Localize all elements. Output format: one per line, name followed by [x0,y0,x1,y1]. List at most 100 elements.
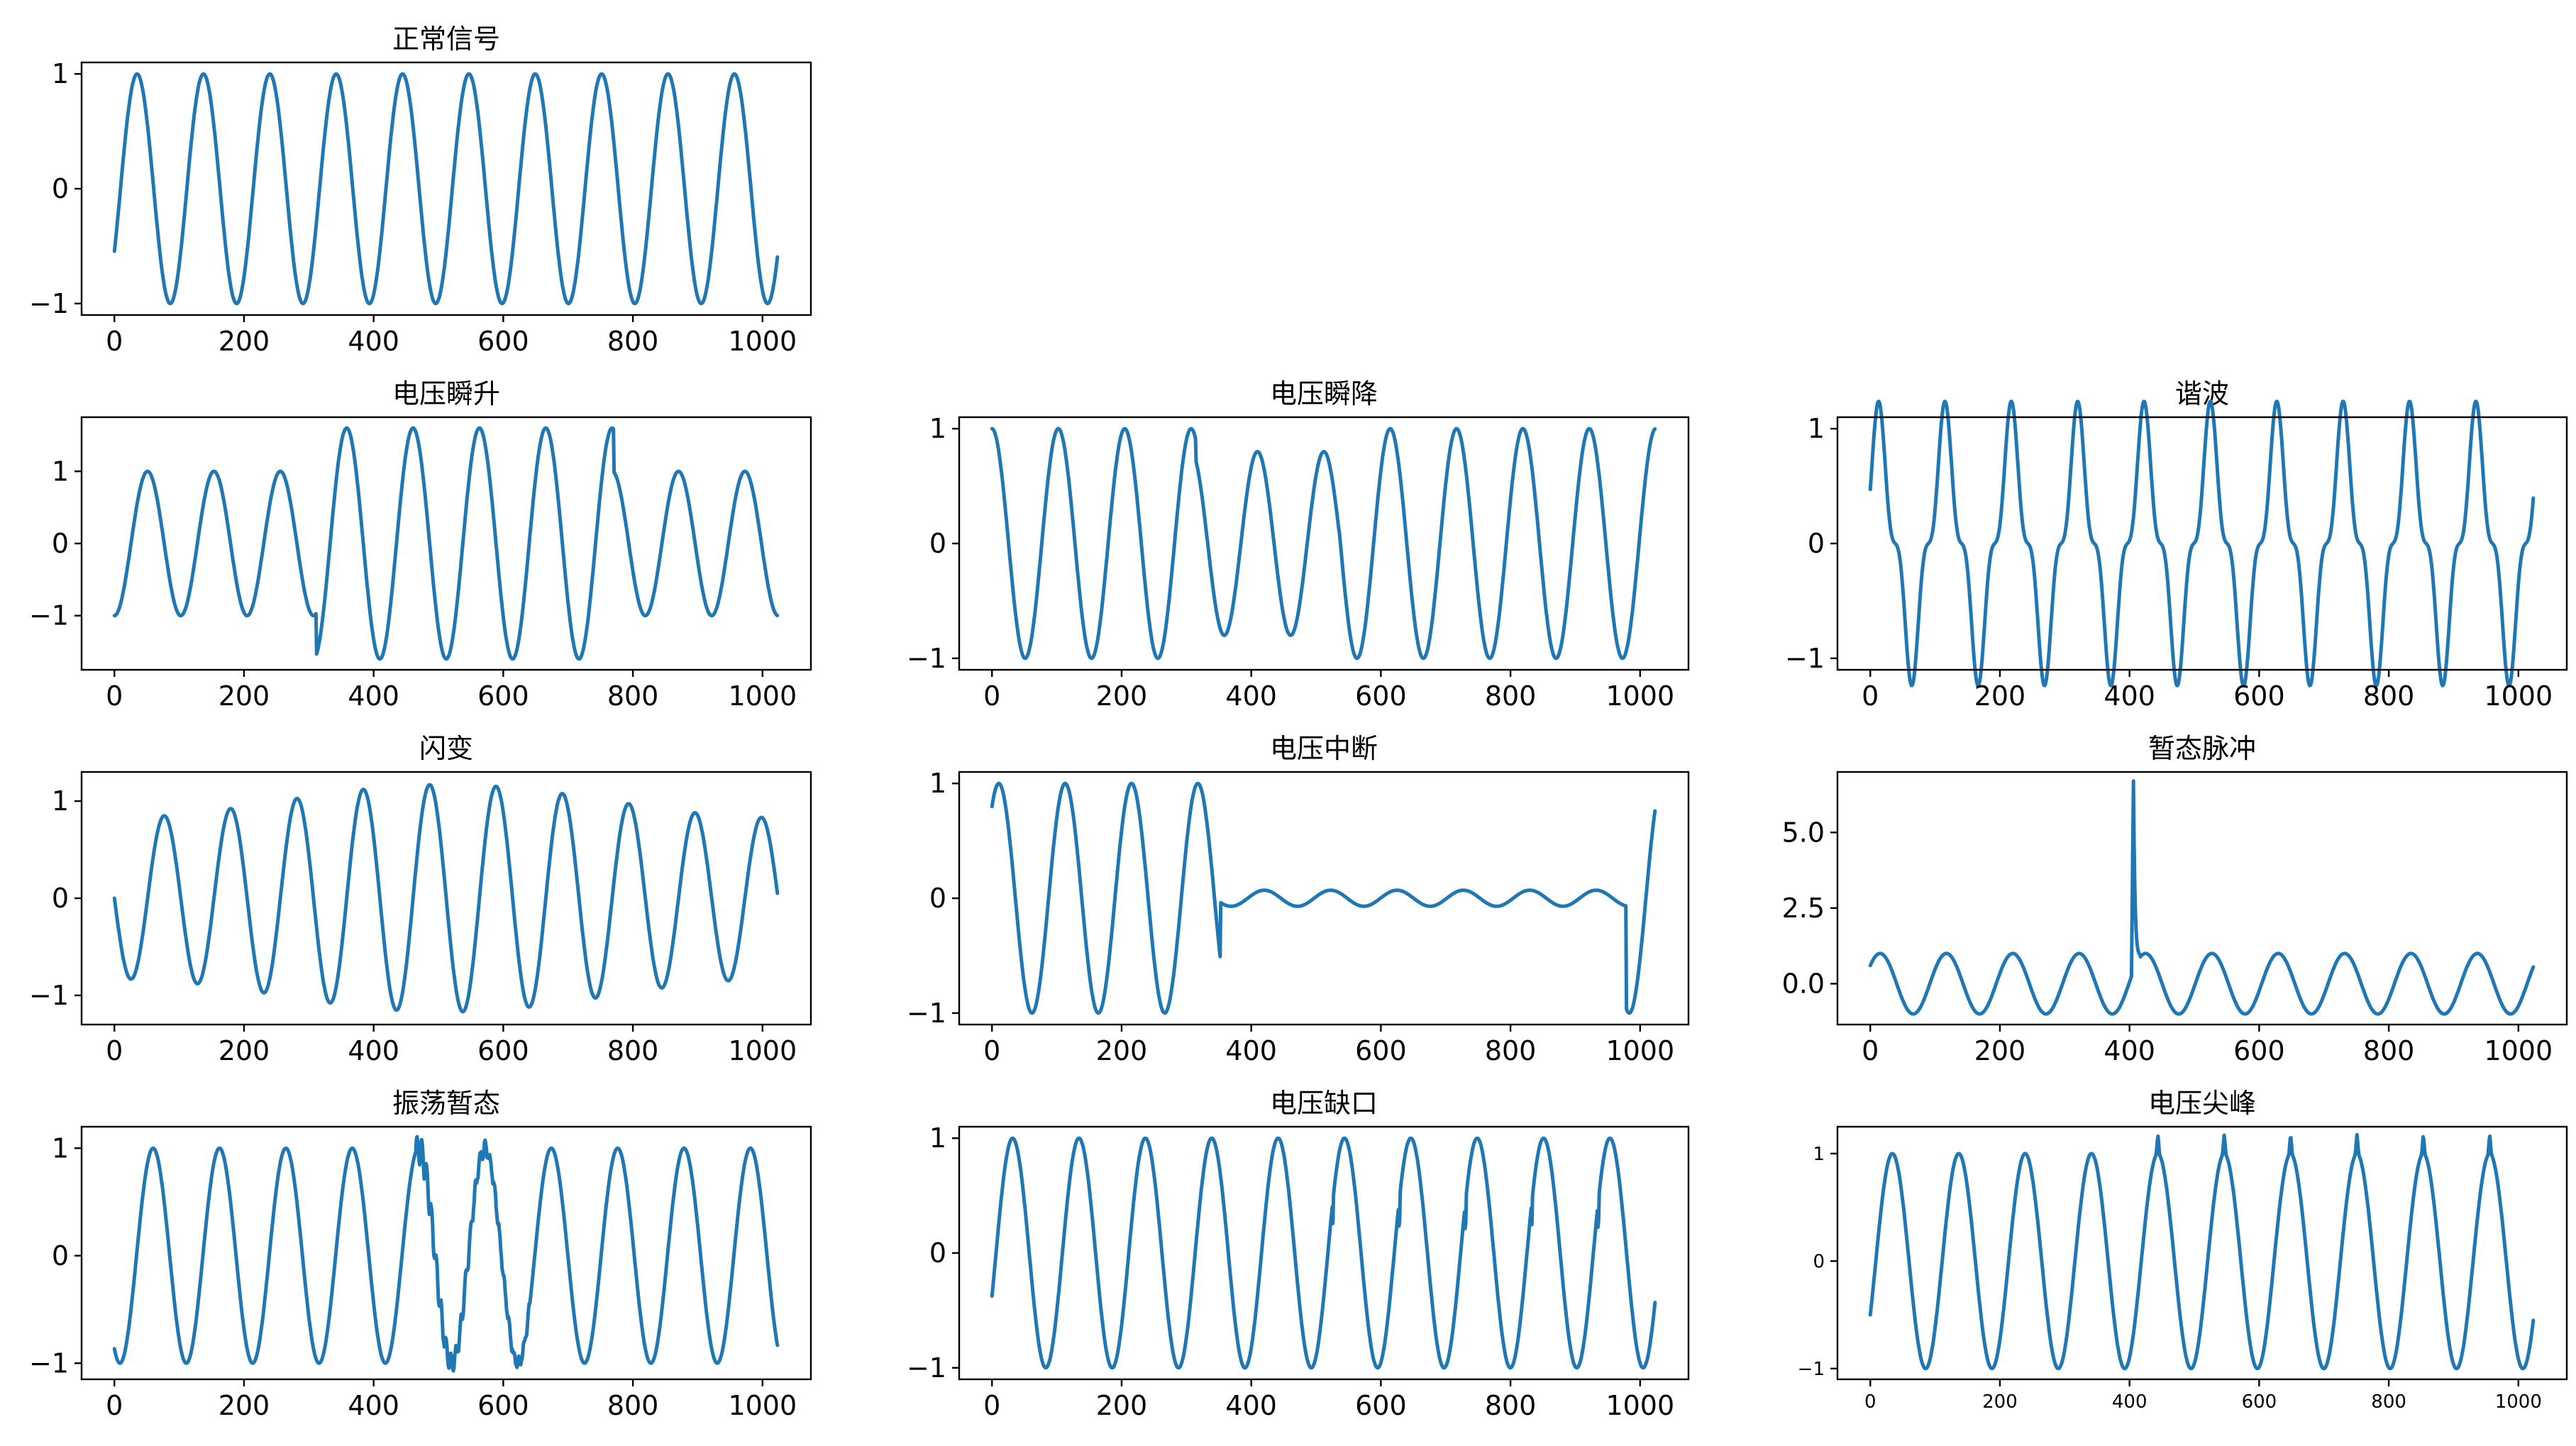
series-line [990,781,1657,1015]
x-tick-label: 600 [1355,1390,1407,1421]
series-line [1868,1132,2536,1371]
y-tick-label: 0 [52,883,69,914]
y-tick-label: −1 [907,998,946,1029]
subplot-title: 暂态脉冲 [2148,733,2256,764]
y-tick-label: 1 [1813,1144,1825,1165]
x-tick-label: 200 [1982,1391,2018,1413]
x-tick-label: 800 [607,326,659,357]
series-line [1868,779,2536,1016]
x-tick-label: 1000 [728,326,797,357]
x-tick-label: 400 [1225,1390,1277,1421]
x-tick-label: 1000 [1605,1035,1674,1066]
x-tick-label: 1000 [728,680,797,712]
x-tick-label: 0 [1862,1035,1879,1066]
x-tick-label: 1000 [1605,1390,1674,1421]
subplot-5: 闪变 0 200 400 600 800 1000 −1 0 1 [29,733,812,1066]
subplot-6: 电压中断 0 200 400 600 800 1000 −1 0 1 [907,733,1690,1066]
y-tick-label: 1 [929,1122,946,1154]
subplot-title: 电压尖峰 [2148,1088,2256,1119]
subplot-title: 电压瞬降 [1270,378,1378,409]
x-tick-label: 200 [1096,1035,1148,1066]
subplot-title: 谐波 [2175,378,2229,409]
subplot-1: 正常信号 0 200 400 600 800 1000 −1 0 1 [29,23,812,357]
series-line [112,1135,780,1373]
x-tick-label: 1000 [2484,1035,2553,1066]
subplot-2: 电压瞬升 0 200 400 600 800 1000 −1 0 1 [29,378,812,712]
x-tick-label: 200 [219,326,270,357]
x-tick-label: 600 [2242,1391,2277,1413]
x-tick-label: 200 [219,680,270,712]
subplot-8: 振荡暂态 0 200 400 600 800 1000 −1 0 1 [29,1088,812,1421]
subplot-title: 电压中断 [1270,733,1378,764]
x-tick-label: 0 [106,1390,123,1421]
y-tick-label: 0 [52,1240,69,1271]
x-tick-label: 1000 [1605,680,1674,712]
series-line [112,72,780,306]
x-tick-label: 400 [1225,1035,1277,1066]
x-tick-label: 0 [106,326,123,357]
axes-frame [80,1125,812,1381]
y-tick-label: 1 [929,768,946,799]
axes-frame [1836,771,2568,1026]
series-line [990,1136,1657,1370]
x-tick-label: 200 [219,1035,270,1066]
x-tick-label: 400 [348,1390,399,1421]
x-tick-label: 0 [106,1035,123,1066]
x-tick-label: 600 [477,1390,529,1421]
y-tick-label: 0 [52,173,69,204]
subplot-10: 电压尖峰 0 200 400 600 800 1000 −1 0 1 [1798,1088,2568,1413]
y-tick-label: 1 [929,413,946,444]
x-tick-label: 400 [348,1035,399,1066]
x-tick-label: 800 [607,1035,659,1066]
y-tick-label: 0 [52,528,69,559]
x-tick-label: 0 [106,680,123,712]
y-tick-label: −1 [29,288,69,319]
series-line [112,783,780,1014]
x-tick-label: 600 [2233,1035,2285,1066]
series-line [990,426,1657,661]
y-tick-label: 0 [929,883,946,914]
x-tick-label: 400 [1225,680,1277,712]
subplot-9: 电压缺口 0 200 400 600 800 1000 −1 0 1 [907,1088,1690,1421]
y-tick-label: 0 [929,1237,946,1269]
x-tick-label: 0 [983,680,1000,712]
x-tick-label: 0 [1864,1391,1876,1413]
axes-frame [958,1125,1690,1381]
x-tick-label: 600 [477,680,529,712]
x-tick-label: 800 [607,680,659,712]
subplot-title: 闪变 [419,733,473,764]
x-tick-label: 400 [2104,1035,2155,1066]
x-tick-label: 600 [477,1035,529,1066]
axes-frame [80,416,812,671]
subplot-title: 振荡暂态 [392,1088,500,1119]
x-tick-label: 600 [1355,680,1407,712]
y-tick-label: 0.0 [1782,968,1825,999]
subplot-3: 电压瞬降 0 200 400 600 800 1000 −1 0 1 [907,378,1690,712]
x-tick-label: 400 [348,680,399,712]
x-tick-label: 800 [1485,1390,1537,1421]
x-tick-label: 400 [2112,1391,2147,1413]
x-tick-label: 1000 [2495,1391,2542,1413]
y-tick-label: 1 [52,456,69,487]
x-tick-label: 600 [477,326,529,357]
y-tick-label: 1 [52,58,69,89]
y-tick-label: −1 [907,643,946,674]
x-tick-label: 1000 [2484,680,2553,712]
subplot-title: 电压缺口 [1270,1088,1378,1119]
y-tick-label: 2.5 [1782,893,1825,924]
x-tick-label: 0 [983,1390,1000,1421]
y-tick-label: 0 [929,528,946,559]
x-tick-label: 400 [348,326,399,357]
subplot-7: 暂态脉冲 0 200 400 600 800 1000 0.0 2.5 5.0 [1782,733,2568,1066]
x-tick-label: 200 [1096,680,1148,712]
axes-frame [80,61,812,316]
subplot-4: 谐波 0 200 400 600 800 1000 −1 0 1 [1785,378,2568,712]
x-tick-label: 600 [2233,680,2285,712]
y-tick-label: −1 [907,1352,946,1384]
series-line [1868,399,2536,688]
x-tick-label: 200 [219,1390,270,1421]
y-tick-label: 5.0 [1782,817,1825,848]
x-tick-label: 1000 [728,1035,797,1066]
x-tick-label: 1000 [728,1390,797,1421]
x-tick-label: 800 [2363,680,2415,712]
